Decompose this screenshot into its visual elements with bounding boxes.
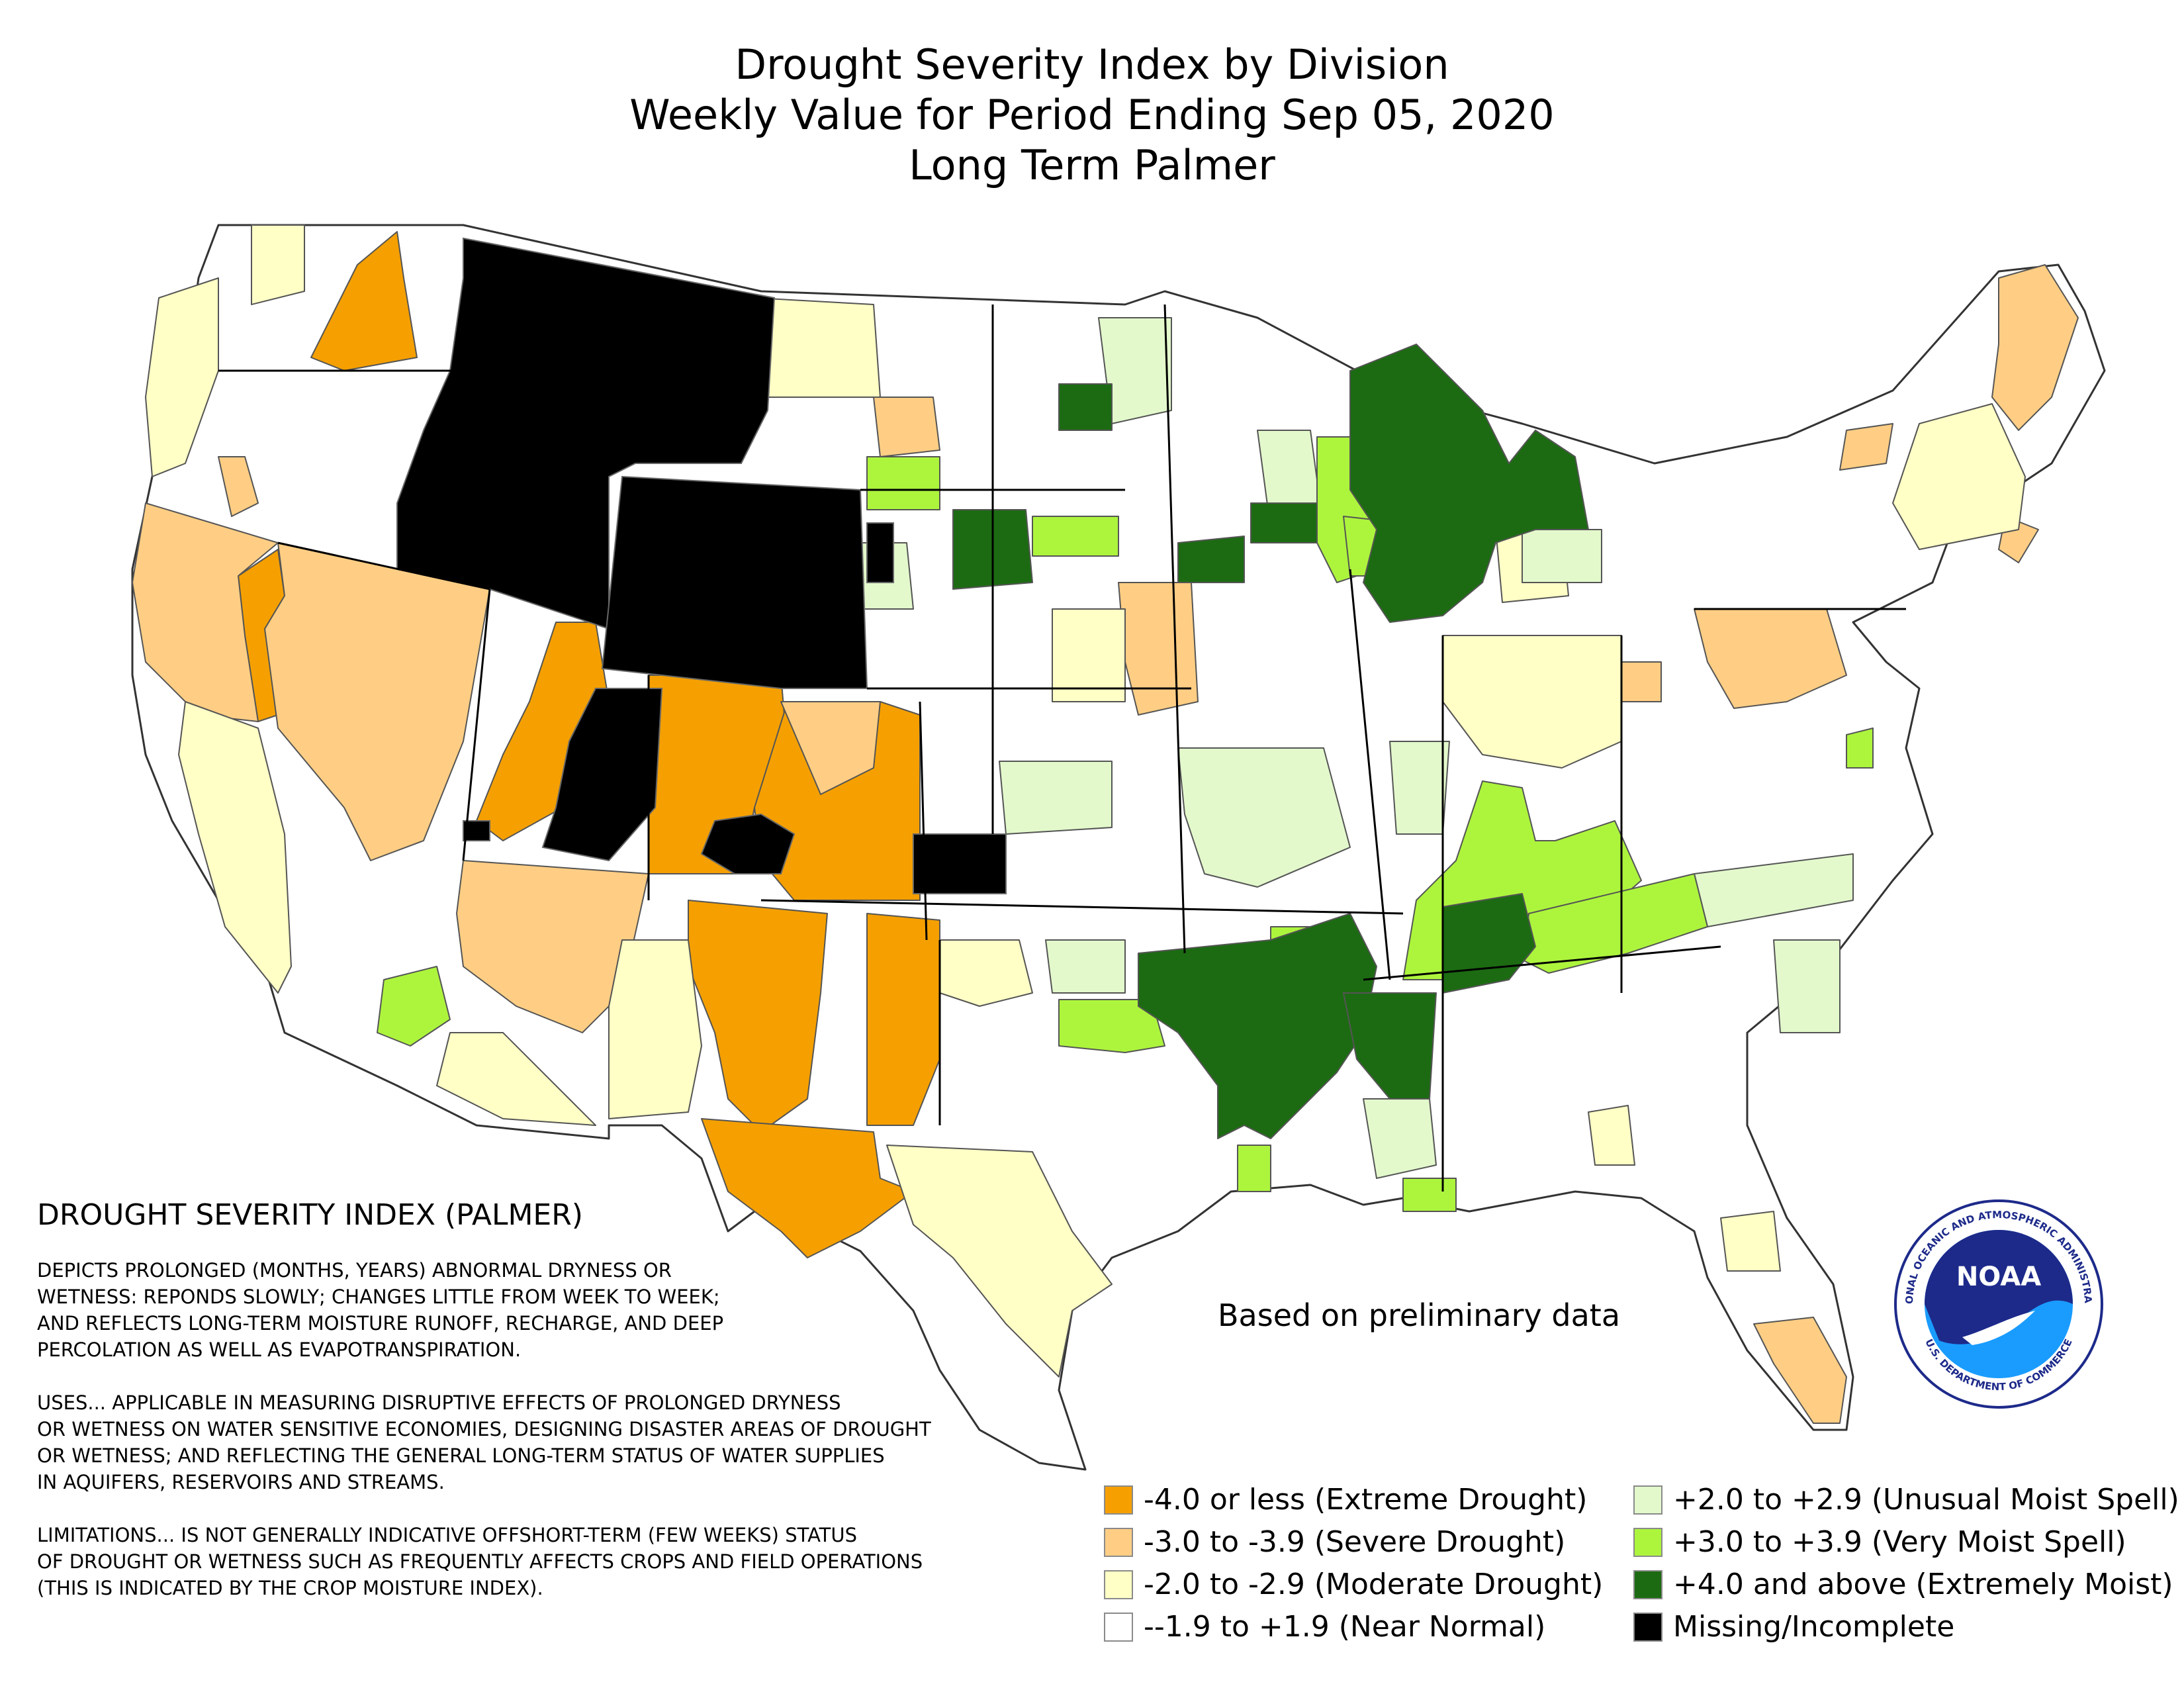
legend-label: Missing/Incomplete	[1673, 1610, 1955, 1644]
region-maine	[1991, 264, 2079, 431]
region-florida-north	[1720, 1211, 1781, 1272]
region-illinois-west	[1389, 741, 1450, 835]
explanation-heading: DROUGHT SEVERITY INDEX (PALMER)	[37, 1198, 583, 1232]
region-kansas-east	[999, 761, 1113, 835]
legend-label: +3.0 to +3.9 (Very Moist Spell)	[1673, 1525, 2126, 1559]
legend-item-extreme-drought: -4.0 or less (Extreme Drought)	[1104, 1483, 1587, 1517]
legend-item-unusual-moist: +2.0 to +2.9 (Unusual Moist Spell)	[1633, 1483, 2179, 1517]
region-california-north	[132, 502, 279, 722]
legend-label: -2.0 to -2.9 (Moderate Drought)	[1144, 1568, 1604, 1601]
legend-swatch	[1633, 1612, 1662, 1642]
region-oklahoma-east	[1045, 939, 1126, 994]
legend-item-moderate-drought: -2.0 to -2.9 (Moderate Drought)	[1104, 1568, 1603, 1601]
legend-label: +4.0 and above (Extremely Moist)	[1673, 1568, 2173, 1601]
region-florida-south	[1753, 1317, 1847, 1424]
legend-item-extremely-moist: +4.0 and above (Extremely Moist)	[1633, 1568, 2173, 1601]
region-oregon-coast	[145, 277, 219, 477]
region-louisiana-north	[1237, 1145, 1271, 1192]
region-north-dakota-pocket	[873, 397, 940, 457]
region-utah-east	[780, 701, 881, 795]
region-washington-coast	[251, 224, 305, 305]
region-montana-idaho-west	[396, 237, 776, 630]
region-arizona-southwest	[377, 966, 451, 1047]
region-mississippi-delta	[1343, 992, 1437, 1100]
legend-swatch	[1104, 1485, 1133, 1515]
explanation-depicts: DEPICTS PROLONGED (MONTHS, YEARS) ABNORM…	[37, 1259, 724, 1361]
logo-upper-wave	[1925, 1230, 2073, 1344]
region-colorado-sw-pocket	[700, 813, 796, 874]
region-virginia-pocket	[1846, 727, 1874, 769]
region-michigan-central	[1522, 529, 1602, 583]
legend-item-near-normal: --1.9 to +1.9 (Near Normal)	[1104, 1610, 1545, 1644]
region-ohio-central	[1621, 661, 1662, 702]
region-north-carolina-east	[1773, 939, 1841, 1033]
legend-swatch	[1633, 1570, 1662, 1599]
map-legend: -4.0 or less (Extreme Drought) -3.0 to -…	[1104, 1483, 2179, 1655]
region-texas-panhandle	[939, 939, 1033, 1007]
preliminary-data-note: Based on preliminary data	[1218, 1297, 1621, 1333]
legend-swatch	[1104, 1527, 1133, 1557]
region-texas-central	[886, 1145, 1113, 1378]
region-nebraska-east	[1052, 608, 1126, 702]
region-utah-central	[541, 688, 663, 862]
legend-swatch	[1104, 1612, 1133, 1642]
region-wyoming	[601, 475, 868, 689]
region-arizona-south	[436, 1032, 596, 1126]
legend-label: -4.0 or less (Extreme Drought)	[1144, 1483, 1588, 1517]
region-north-dakota-west	[866, 456, 940, 510]
region-new-york-north	[1839, 423, 1893, 471]
region-arizona-north	[456, 860, 649, 1033]
legend-item-missing: Missing/Incomplete	[1633, 1610, 1954, 1644]
missing-data-regions	[396, 237, 1007, 894]
title-line-2: Weekly Value for Period Ending Sep 05, 2…	[629, 91, 1555, 139]
region-washington-central	[310, 231, 418, 371]
noaa-logo: NATIONAL OCEANIC AND ATMOSPHERIC ADMINIS…	[1893, 1198, 2103, 1409]
legend-label: +2.0 to +2.9 (Unusual Moist Spell)	[1673, 1483, 2179, 1517]
region-utah-west	[476, 622, 610, 841]
logo-gull-icon	[1962, 1311, 2035, 1345]
region-wisconsin-west	[1250, 502, 1318, 543]
legend-item-severe-drought: -3.0 to -3.9 (Severe Drought)	[1104, 1525, 1565, 1559]
region-south-dakota-central	[1032, 516, 1119, 557]
state-borders	[218, 304, 1906, 1192]
region-mississippi-coast	[1402, 1178, 1457, 1212]
region-nevada-utah-corner	[463, 820, 490, 841]
legend-swatch	[1104, 1570, 1133, 1599]
title-line-3: Long Term Palmer	[909, 141, 1275, 189]
title-line-1: Drought Severity Index by Division	[735, 40, 1449, 89]
region-oregon-east-pocket	[218, 456, 259, 517]
region-new-york-new-england	[1892, 403, 2026, 550]
region-new-mexico-east	[866, 913, 940, 1126]
map-title: Drought Severity Index by Division Weekl…	[0, 40, 2184, 191]
region-oklahoma-southeast	[1058, 999, 1165, 1053]
region-oklahoma-panhandle	[913, 833, 1007, 894]
explanation-limitations: LIMITATIONS... IS NOT GENERALLY INDICATI…	[37, 1524, 923, 1599]
region-michigan-upper	[1349, 344, 1589, 623]
legend-swatch	[1633, 1485, 1662, 1515]
region-arkansas-louisiana	[1138, 913, 1377, 1139]
region-south-dakota-west-edge	[866, 522, 894, 583]
region-california-central	[178, 701, 292, 994]
region-missouri	[1177, 747, 1351, 888]
region-nevada	[264, 542, 490, 861]
region-alabama-pocket	[1588, 1105, 1635, 1166]
region-mississippi-south	[1363, 1098, 1437, 1179]
region-minnesota-north	[1058, 383, 1113, 431]
legend-label: -3.0 to -3.9 (Severe Drought)	[1144, 1525, 1566, 1559]
region-iowa-east	[1177, 536, 1245, 583]
legend-label: --1.9 to +1.9 (Near Normal)	[1144, 1610, 1546, 1644]
region-texas-trans-pecos	[701, 1118, 914, 1258]
legend-swatch	[1633, 1527, 1662, 1557]
index-explanation: DROUGHT SEVERITY INDEX (PALMER) DEPICTS …	[37, 1198, 1030, 1628]
logo-center-text: NOAA	[1956, 1262, 2041, 1292]
explanation-uses: USES... APPLICABLE IN MEASURING DISRUPTI…	[37, 1391, 931, 1493]
legend-item-very-moist: +3.0 to +3.9 (Very Moist Spell)	[1633, 1525, 2126, 1559]
region-new-mexico-south	[608, 939, 702, 1119]
